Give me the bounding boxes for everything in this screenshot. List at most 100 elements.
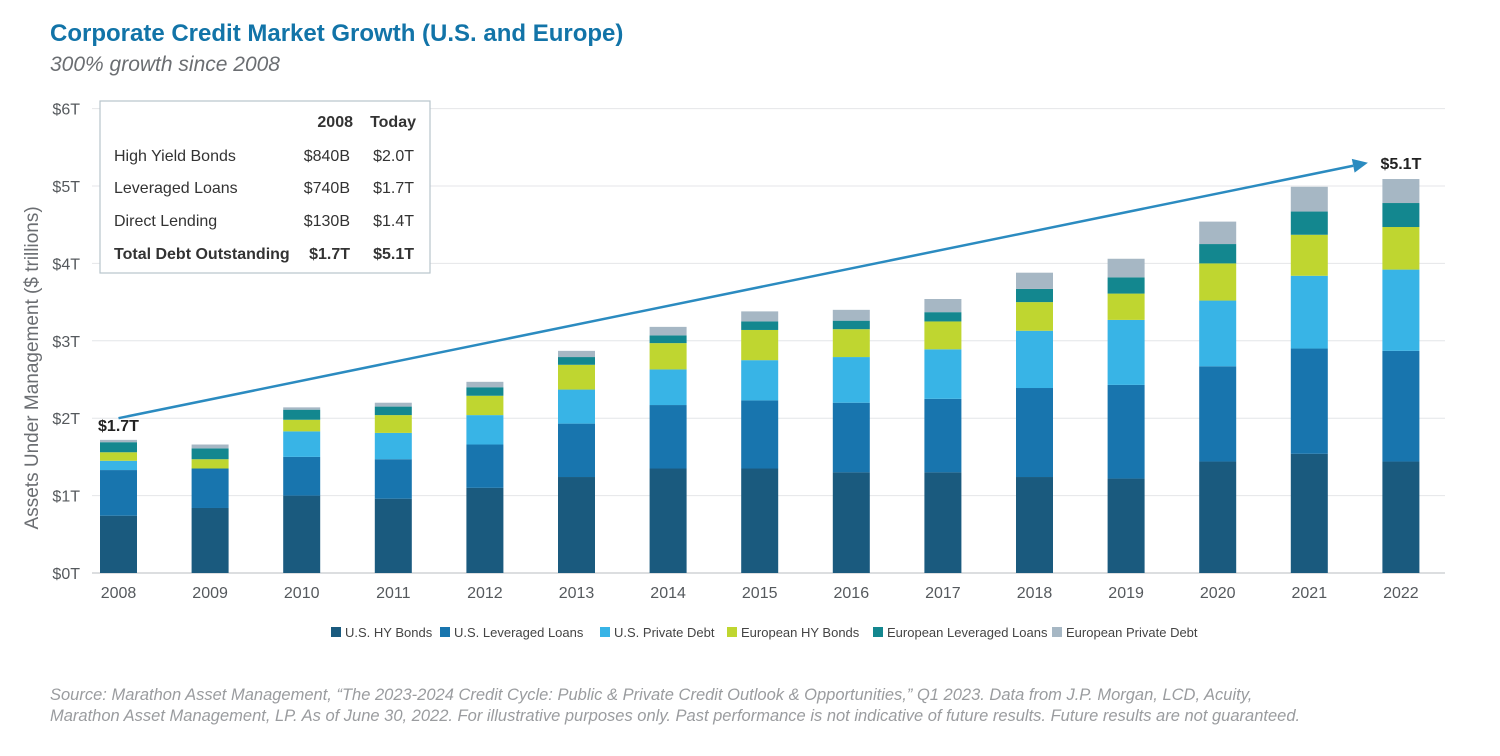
inset-table-box bbox=[99, 100, 431, 274]
bar-segment bbox=[100, 442, 137, 453]
y-axis-label: Assets Under Management ($ trillions) bbox=[22, 206, 43, 529]
bar-segment bbox=[374, 406, 412, 416]
bar-segment bbox=[100, 439, 137, 443]
bar-segment bbox=[1107, 277, 1145, 294]
bar-segment bbox=[191, 448, 229, 460]
bar-segment bbox=[558, 357, 595, 365]
inset-table-cell: $1.4T bbox=[373, 213, 414, 230]
bar-segment bbox=[1382, 350, 1420, 462]
x-tick-label: 2012 bbox=[467, 585, 503, 602]
bar-segment bbox=[649, 343, 687, 370]
bar-segment bbox=[374, 432, 412, 460]
bar-segment bbox=[283, 456, 321, 496]
bar-segment bbox=[1290, 275, 1328, 349]
bar-segment bbox=[558, 389, 595, 424]
bar-segment bbox=[832, 402, 870, 473]
bar-segment bbox=[100, 470, 137, 516]
bar-segment bbox=[649, 335, 687, 344]
bar-segment bbox=[924, 398, 962, 473]
x-tick-label: 2019 bbox=[1108, 585, 1144, 602]
bar-segment bbox=[832, 329, 870, 358]
inset-table-cell: $1.7T bbox=[309, 246, 350, 263]
bar-segment bbox=[466, 444, 504, 488]
bar-segment bbox=[1107, 384, 1145, 479]
bar-segment bbox=[283, 419, 321, 432]
bar-segment bbox=[1382, 227, 1420, 270]
x-tick-label: 2008 bbox=[101, 585, 137, 602]
bar-segment bbox=[191, 444, 229, 449]
source-line-1: Source: Marathon Asset Management, “The … bbox=[50, 686, 1253, 704]
bar-segment bbox=[100, 460, 137, 471]
bar-segment bbox=[924, 321, 962, 350]
legend-label: U.S. Leveraged Loans bbox=[454, 625, 584, 640]
y-tick-label: $2T bbox=[52, 411, 80, 428]
bar-segment bbox=[1290, 453, 1328, 573]
inset-table-cell: Leveraged Loans bbox=[114, 180, 238, 197]
bar-segment bbox=[466, 487, 504, 573]
bar-segment bbox=[1107, 319, 1145, 385]
legend-label: European Leveraged Loans bbox=[887, 625, 1048, 640]
bar-segment bbox=[649, 369, 687, 406]
bar-segment bbox=[741, 360, 779, 401]
x-tick-label: 2017 bbox=[925, 585, 961, 602]
bar-segment bbox=[741, 329, 779, 361]
y-tick-label: $1T bbox=[52, 489, 80, 506]
source-note: Source: Marathon Asset Management, “The … bbox=[50, 685, 1490, 727]
y-tick-label: $6T bbox=[52, 102, 80, 119]
bar-segment bbox=[1199, 244, 1237, 264]
x-tick-label: 2021 bbox=[1292, 585, 1328, 602]
bar-segment bbox=[374, 498, 412, 573]
bar-segment bbox=[924, 312, 962, 322]
chart-subtitle: 300% growth since 2008 bbox=[50, 53, 280, 76]
trend-arrow-line bbox=[118, 164, 1354, 420]
inset-table-cell: High Yield Bonds bbox=[114, 148, 236, 165]
bar-segment bbox=[1382, 461, 1420, 573]
bar-segment bbox=[558, 364, 595, 390]
legend-swatch bbox=[440, 627, 450, 637]
bar-segment bbox=[1199, 300, 1237, 367]
legend-label: U.S. Private Debt bbox=[614, 625, 715, 640]
bar-segment bbox=[924, 472, 962, 573]
bar-segment bbox=[466, 381, 504, 388]
x-tick-label: 2022 bbox=[1383, 585, 1419, 602]
inset-table-cell: $2.0T bbox=[373, 148, 414, 165]
legend-label: U.S. HY Bonds bbox=[345, 625, 433, 640]
bar-segment bbox=[466, 387, 504, 396]
bar-segment bbox=[374, 415, 412, 433]
y-tick-label: $5T bbox=[52, 179, 80, 196]
x-tick-label: 2010 bbox=[284, 585, 320, 602]
data-label: $1.7T bbox=[98, 418, 139, 435]
x-tick-label: 2016 bbox=[834, 585, 870, 602]
y-tick-label: $3T bbox=[52, 334, 80, 351]
bar-segment bbox=[1016, 302, 1053, 331]
bar-segment bbox=[283, 407, 321, 410]
bar-segment bbox=[191, 459, 229, 469]
source-line-2: Marathon Asset Management, LP. As of Jun… bbox=[50, 707, 1301, 725]
bar-segment bbox=[1107, 478, 1145, 573]
bar-segment bbox=[1290, 234, 1328, 276]
x-tick-label: 2013 bbox=[559, 585, 595, 602]
bar-segment bbox=[1290, 211, 1328, 235]
bar-segment bbox=[741, 321, 779, 330]
x-tick-label: 2018 bbox=[1017, 585, 1053, 602]
bar-segment bbox=[374, 459, 412, 499]
bar-segment bbox=[1199, 221, 1237, 245]
bar-segment bbox=[649, 405, 687, 469]
bar-segment bbox=[1290, 186, 1328, 212]
bar-segment bbox=[558, 350, 595, 358]
legend-swatch bbox=[600, 627, 610, 637]
chart-area: $0T $1T $2T $3T $4T $5T $6T Assets Under Manage… bbox=[22, 100, 1445, 640]
bar-segment bbox=[924, 299, 962, 313]
bar-segment bbox=[1016, 330, 1053, 389]
bar-segment bbox=[374, 402, 412, 407]
bar-segment bbox=[1382, 179, 1420, 204]
inset-table-cell: $740B bbox=[304, 180, 350, 197]
x-tick-label: 2015 bbox=[742, 585, 778, 602]
bar-segment bbox=[832, 320, 870, 330]
bar-segment bbox=[1382, 269, 1420, 351]
bar-segment bbox=[558, 423, 595, 478]
bar-segment bbox=[832, 472, 870, 573]
bar-segment bbox=[100, 452, 137, 461]
x-tick-label: 2020 bbox=[1200, 585, 1236, 602]
bar-segment bbox=[1107, 258, 1145, 278]
